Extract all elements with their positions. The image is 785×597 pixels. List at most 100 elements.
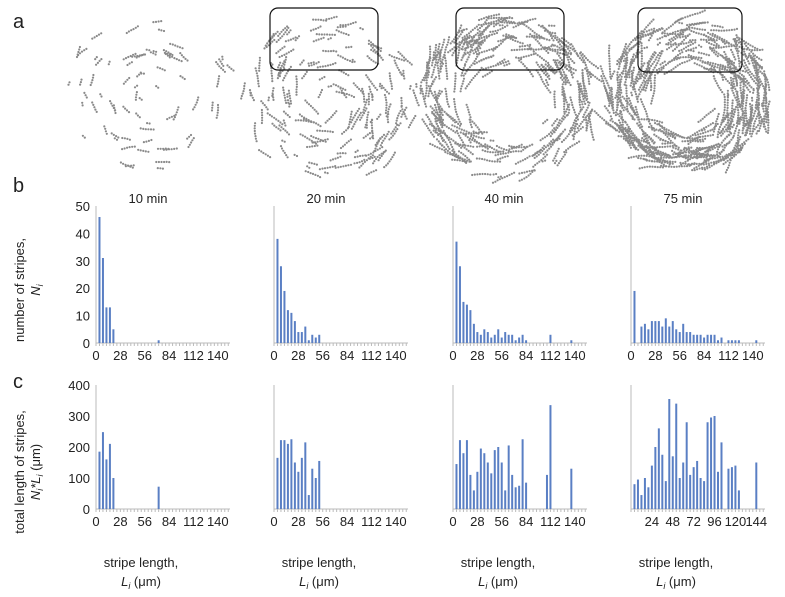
cell-dot bbox=[695, 151, 698, 154]
cell-dot bbox=[283, 53, 286, 57]
cell-dot bbox=[441, 62, 445, 65]
cell-dot bbox=[226, 64, 229, 67]
cell-dot bbox=[655, 68, 659, 72]
cell-dot bbox=[583, 55, 586, 58]
cell-dot bbox=[711, 24, 714, 27]
cell-dot bbox=[474, 48, 477, 51]
cell-dot bbox=[722, 56, 725, 59]
cell-dot bbox=[372, 60, 375, 63]
cell-dot bbox=[563, 102, 566, 106]
cell-dot bbox=[485, 19, 488, 22]
cell-dot bbox=[633, 88, 636, 91]
cell-dot bbox=[649, 150, 653, 153]
cell-dot bbox=[316, 112, 320, 115]
cell-dot bbox=[377, 159, 380, 162]
cell-dot bbox=[559, 159, 562, 163]
cell-dot bbox=[414, 94, 417, 97]
cell-dot bbox=[717, 130, 720, 133]
cell-dot bbox=[537, 48, 540, 51]
cell-dot bbox=[513, 146, 516, 149]
cell-dot bbox=[472, 76, 475, 80]
cell-dot bbox=[564, 137, 567, 140]
cell-dot bbox=[316, 140, 319, 143]
cell-dot bbox=[726, 116, 730, 119]
cell-dot bbox=[128, 76, 131, 80]
cell-dot bbox=[702, 38, 705, 41]
cell-dot bbox=[711, 34, 714, 37]
cell-dot bbox=[453, 41, 456, 44]
cell-dot bbox=[287, 89, 290, 92]
cell-dot bbox=[95, 63, 98, 66]
cell-dot bbox=[507, 149, 510, 153]
cell-dot bbox=[501, 24, 504, 27]
cell-dot bbox=[735, 105, 738, 109]
cell-dot bbox=[257, 79, 260, 83]
cell-dot bbox=[144, 150, 147, 153]
cell-dot bbox=[157, 28, 161, 31]
cell-dot bbox=[402, 74, 405, 78]
cell-dot bbox=[624, 45, 627, 48]
cell-dot bbox=[284, 99, 287, 102]
cell-dot bbox=[211, 104, 214, 107]
cell-dot bbox=[626, 110, 630, 113]
cell-dot bbox=[662, 65, 665, 68]
cell-dot bbox=[667, 131, 670, 135]
cell-dot bbox=[664, 133, 667, 136]
cell-dot bbox=[97, 33, 101, 36]
cell-dot bbox=[486, 150, 489, 153]
cell-dot bbox=[139, 127, 142, 130]
cell-dot bbox=[544, 155, 547, 158]
cell-dot bbox=[651, 56, 654, 59]
cell-dot bbox=[375, 169, 378, 172]
cell-dot bbox=[465, 130, 468, 133]
cell-dot bbox=[712, 51, 716, 54]
cell-dot bbox=[445, 92, 448, 96]
cell-dot bbox=[412, 89, 415, 92]
cell-dot bbox=[605, 122, 608, 125]
cell-dot bbox=[373, 44, 376, 47]
cell-dot bbox=[618, 115, 621, 118]
cell-dot bbox=[504, 152, 507, 155]
cell-dot bbox=[472, 145, 475, 148]
cell-dot bbox=[640, 88, 644, 91]
cell-dot bbox=[572, 121, 576, 124]
cell-dot bbox=[682, 42, 685, 45]
cell-dot bbox=[567, 41, 570, 44]
cell-dot bbox=[694, 57, 697, 60]
cell-dot bbox=[484, 146, 487, 149]
cell-dot bbox=[661, 139, 665, 142]
cell-dot bbox=[494, 151, 497, 154]
cell-dot bbox=[467, 83, 470, 86]
cell-dot bbox=[609, 119, 612, 122]
cell-dot bbox=[705, 162, 708, 166]
cell-dot bbox=[762, 101, 765, 105]
cell-dot bbox=[669, 32, 672, 36]
cell-dot bbox=[312, 141, 315, 144]
cell-dot bbox=[485, 22, 488, 25]
cell-dot bbox=[609, 125, 612, 128]
cell-dot bbox=[260, 121, 263, 125]
cell-dot bbox=[473, 138, 476, 142]
cell-dot bbox=[640, 35, 643, 39]
cell-dot bbox=[765, 115, 768, 118]
cell-dot bbox=[569, 68, 572, 71]
cell-dot bbox=[483, 158, 486, 161]
cell-dot bbox=[575, 52, 579, 56]
cell-dot bbox=[670, 69, 673, 72]
cell-dot bbox=[217, 77, 220, 80]
cell-dot bbox=[163, 51, 166, 55]
cell-dot bbox=[388, 72, 391, 75]
cell-dot bbox=[608, 104, 611, 107]
cell-dot bbox=[286, 156, 289, 159]
cell-dot bbox=[371, 98, 374, 101]
cell-dot bbox=[556, 64, 559, 67]
cell-dot bbox=[460, 29, 463, 32]
cell-dot bbox=[742, 80, 746, 83]
cell-dot bbox=[606, 109, 610, 112]
cell-dot bbox=[216, 85, 219, 88]
cell-dot bbox=[611, 106, 615, 109]
cell-dot bbox=[133, 55, 136, 58]
cell-dot bbox=[766, 108, 769, 111]
cell-dot bbox=[630, 130, 633, 133]
cell-dot bbox=[466, 156, 469, 159]
